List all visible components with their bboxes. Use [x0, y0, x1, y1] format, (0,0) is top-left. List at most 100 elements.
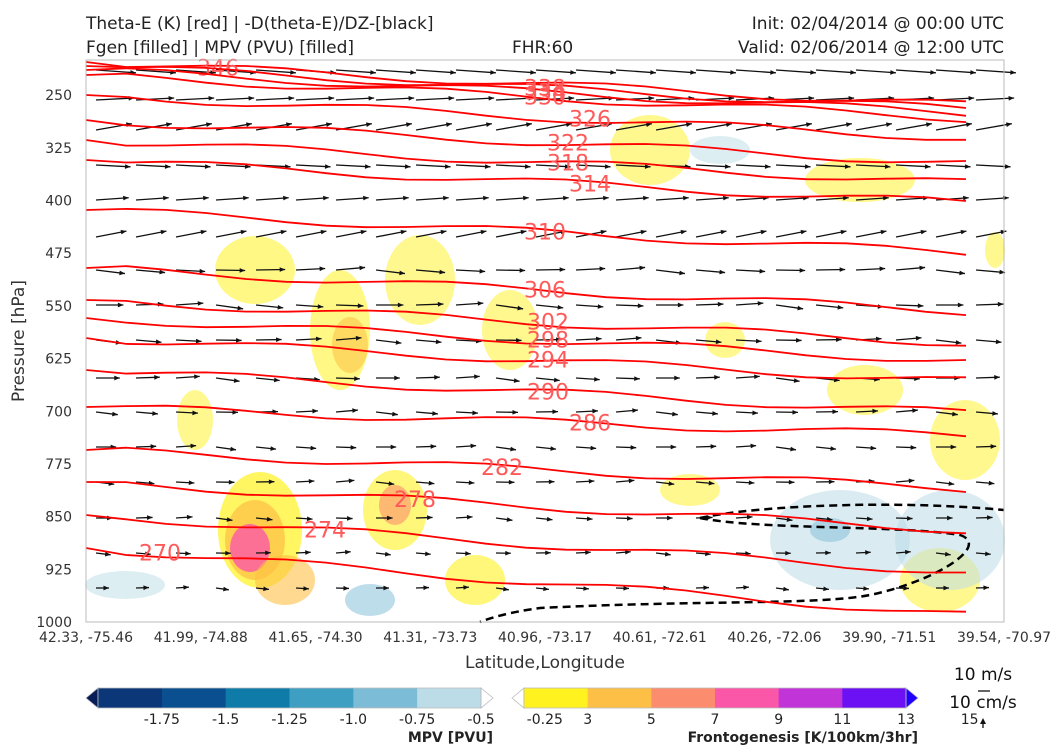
wind-arrow-head [145, 551, 151, 557]
theta-e-label: 306 [524, 279, 566, 304]
wind-arrow-head [114, 375, 120, 381]
fgen-colorbar-end-left [511, 687, 525, 709]
wind-arrow-head [425, 551, 431, 557]
wind-arrow-head [724, 164, 731, 169]
x-tick-label: 41.65, -74.30 [268, 630, 362, 646]
wind-arrow-head [159, 269, 166, 275]
wind-arrow-head [312, 408, 318, 414]
wind-arrow-head [403, 195, 409, 201]
mpv-colorbar-end-right [480, 687, 494, 709]
wind-arrow-head [785, 550, 791, 556]
wind-arrow-head [1010, 70, 1016, 75]
wind-arrow-head [947, 515, 953, 521]
wind-arrow-head [557, 304, 564, 310]
theta-e-label: 326 [569, 108, 611, 133]
filled-region [985, 232, 1005, 268]
wind-arrow [255, 97, 295, 101]
forecast-hour: FHR:60 [512, 38, 574, 58]
wind-arrow-head [164, 164, 171, 169]
filled-region [255, 555, 315, 605]
wind-arrow-head [270, 446, 277, 451]
y-tick-label: 1000 [36, 615, 72, 631]
wind-arrow [175, 97, 215, 101]
fgen-colorbar-segment [524, 688, 589, 708]
wind-arrow-head [903, 585, 909, 591]
wind-arrow-head [964, 164, 971, 169]
theta-e-label: 290 [527, 381, 569, 406]
wind-arrow-head [146, 515, 153, 520]
wind-arrow-head [623, 585, 629, 591]
wind-arrow [695, 69, 736, 74]
wind-arrow-head [325, 122, 332, 127]
wind-arrow-head [708, 480, 715, 486]
wind-arrow-head [266, 516, 273, 522]
fgen-colorbar-tick-label: 9 [774, 712, 783, 728]
wind-arrow-head [910, 445, 917, 450]
wind-arrow-head [280, 229, 287, 235]
wind-arrow [935, 69, 976, 74]
wind-arrow [615, 123, 652, 131]
wind-arrow-head [124, 164, 131, 169]
wind-arrow [815, 69, 856, 74]
wind-arrow-head [746, 514, 753, 520]
fgen-colorbar-segment [651, 688, 716, 708]
wind-arrow-head [920, 229, 927, 235]
wind-arrow-head [200, 229, 207, 235]
theta-e-line [85, 446, 967, 493]
wind-arrow [815, 123, 852, 131]
wind-arrow [855, 164, 891, 168]
filled-region [345, 584, 395, 616]
wind-arrow-head [226, 517, 233, 522]
wind-arrow-head [352, 408, 358, 413]
valid-time: Valid: 02/06/2014 @ 12:00 UTC [738, 38, 1004, 58]
wind-arrow-head [384, 551, 391, 557]
theta-e-label: 330 [524, 86, 566, 111]
wind-arrow-head [600, 229, 607, 235]
wind-arrow-head [685, 122, 692, 127]
wind-arrow-head [786, 517, 793, 522]
wind-arrow-head [237, 305, 244, 311]
theta-e-line [85, 514, 966, 574]
wind-arrow [855, 69, 896, 74]
wind-arrow-head [480, 229, 487, 235]
wind-arrow [375, 97, 415, 101]
theta-e-label: 318 [547, 152, 589, 177]
wind-arrow-head [205, 122, 212, 127]
wind-arrow [815, 164, 851, 168]
wind-arrow-head [919, 265, 926, 271]
wind-arrow-head [710, 444, 717, 449]
wind-arrow-head [757, 301, 764, 306]
wind-arrow-head [236, 338, 242, 343]
filled-region [895, 490, 1005, 590]
wind-arrow-head [488, 95, 495, 101]
x-tick-label: 40.61, -72.61 [613, 630, 707, 646]
wind-arrow-head [397, 302, 404, 308]
wind-arrow-head [383, 585, 389, 591]
wind-arrow-head [830, 446, 837, 451]
mpv-colorbar-segment [225, 688, 290, 708]
wind-arrow-head [543, 586, 549, 592]
wind-arrow [95, 69, 136, 74]
colorbars: -1.75 -1.5 -1.25 -1.0 -0.75 -0.5 -0.25 3 5 7 9 11 13… [85, 687, 979, 746]
wind-arrow-head [320, 229, 327, 235]
wind-arrow-head [230, 446, 237, 452]
filled-region [385, 235, 455, 325]
wind-arrow-head [310, 445, 317, 451]
wind-arrow-head [370, 70, 376, 75]
wind-arrow-head [328, 95, 335, 101]
fgen-colorbar-segment [778, 688, 843, 708]
wind-arrow-head [288, 95, 295, 101]
wind-arrow-head [796, 338, 802, 343]
theta-e-line [85, 72, 967, 123]
wind-arrow-head [879, 266, 886, 272]
wind-arrow-head [703, 585, 709, 591]
wind-arrow-head [599, 266, 606, 272]
fgen-colorbar-segment [715, 688, 780, 708]
wind-arrow [135, 69, 176, 74]
wind-arrow [775, 123, 812, 131]
mpv-colorbar-tick-label: -0.5 [467, 712, 494, 728]
wind-arrow-head [983, 585, 989, 591]
wind-arrow [695, 164, 731, 168]
wind-reference-horizontal: 10 m/s [954, 665, 1012, 685]
